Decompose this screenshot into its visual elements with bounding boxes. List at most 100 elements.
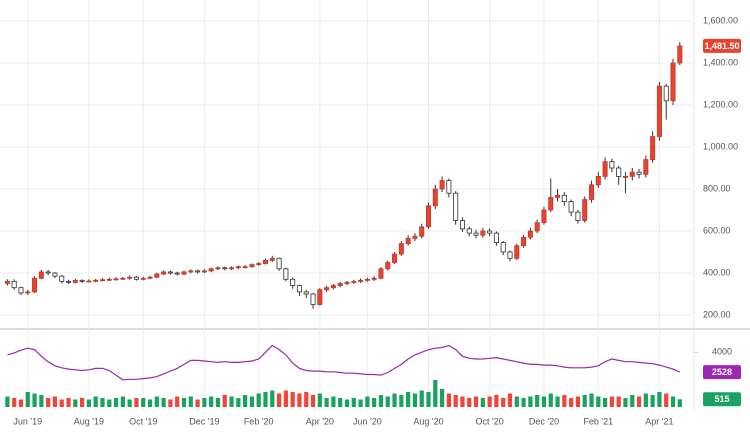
y-tick-label: 400.00 xyxy=(703,267,731,277)
volume-bar xyxy=(501,398,506,407)
volume-bar xyxy=(175,396,180,407)
volume-bar xyxy=(528,396,533,407)
volume-bar xyxy=(39,395,44,407)
volume-bar xyxy=(351,398,356,407)
volume-bar xyxy=(331,396,336,407)
candle-body xyxy=(432,188,438,207)
volume-bar xyxy=(243,395,248,407)
volume-bar xyxy=(215,398,221,407)
volume-bar xyxy=(372,398,377,407)
volume-bar xyxy=(46,398,51,407)
volume-bar xyxy=(487,396,492,407)
volume-bar xyxy=(596,396,601,407)
candle-body xyxy=(242,266,248,269)
volume-bar xyxy=(392,393,397,407)
candle-body xyxy=(643,159,649,175)
volume-bar xyxy=(147,399,153,407)
volume-bar xyxy=(602,398,608,407)
candle-body xyxy=(480,230,486,236)
volume-bar xyxy=(222,395,227,407)
candle-body xyxy=(589,184,595,200)
candle-body xyxy=(514,245,520,259)
volume-bar xyxy=(304,392,309,407)
volume-bar xyxy=(100,398,105,407)
x-tick-label: Aug '20 xyxy=(413,416,443,426)
candle-body xyxy=(446,180,452,194)
candle-body xyxy=(656,85,662,137)
volume-bar xyxy=(521,398,526,407)
y-tick-label: 600.00 xyxy=(703,225,731,235)
volume-bar xyxy=(446,393,451,407)
x-tick-label: Apr '20 xyxy=(306,416,334,426)
candle-body xyxy=(521,236,527,247)
x-tick-label: Feb '21 xyxy=(583,416,613,426)
volume-bar xyxy=(12,398,17,407)
candle-body xyxy=(208,268,214,272)
volume-bar xyxy=(657,392,662,407)
volume-bar xyxy=(317,393,322,407)
candle-body xyxy=(249,264,255,268)
candle-body xyxy=(398,243,404,255)
candle-body xyxy=(555,194,561,198)
y-tick-label: 1,600.00 xyxy=(703,15,738,25)
volume-bar xyxy=(589,393,594,407)
volume-bar xyxy=(664,393,669,407)
candle-body xyxy=(66,280,72,283)
volume-bar xyxy=(25,392,30,407)
volume-bar xyxy=(249,396,255,407)
volume-bar xyxy=(107,399,112,407)
volume-bar xyxy=(127,399,132,407)
x-tick-label: Feb '20 xyxy=(244,416,274,426)
volume-bar xyxy=(324,398,329,407)
volume-bar xyxy=(616,396,621,407)
candle-body xyxy=(364,278,370,281)
volume-bar xyxy=(650,395,655,407)
volume-bar xyxy=(86,399,92,407)
candle-body xyxy=(358,279,364,282)
volume-bar xyxy=(439,389,445,407)
candle-body xyxy=(86,280,92,283)
volume-bar xyxy=(453,395,458,407)
volume-bar xyxy=(66,398,71,407)
x-tick-label: Apr '21 xyxy=(645,416,673,426)
last-indicator-label: 2528 xyxy=(712,367,732,377)
candle-body xyxy=(324,287,330,291)
volume-bar xyxy=(80,398,85,407)
volume-bar xyxy=(195,399,200,407)
volume-bar xyxy=(209,396,214,407)
candle-body xyxy=(11,280,17,289)
candle-body xyxy=(317,289,323,305)
candle-body xyxy=(548,196,554,211)
candle-body xyxy=(120,277,126,280)
candle-body xyxy=(4,280,10,284)
candle-body xyxy=(276,257,282,270)
volume-bar xyxy=(460,396,465,407)
volume-bar xyxy=(385,396,390,407)
candle-body xyxy=(534,222,540,232)
volume-bar xyxy=(161,398,166,407)
volume-bar xyxy=(514,396,519,407)
candle-body xyxy=(310,293,316,305)
indicator-tick-label: 4000 xyxy=(712,347,732,357)
candle-body xyxy=(466,228,472,234)
volume-bar xyxy=(154,396,159,407)
candle-body xyxy=(188,270,194,273)
candle-body xyxy=(344,282,350,284)
volume-bar xyxy=(569,398,574,407)
volume-bar xyxy=(406,392,411,407)
candle-body xyxy=(439,180,445,190)
candle-body xyxy=(52,272,58,277)
candle-body xyxy=(385,262,391,270)
candle-body xyxy=(256,263,262,265)
candle-body xyxy=(561,194,567,203)
volume-bar xyxy=(467,398,472,407)
volume-bar xyxy=(276,393,282,407)
candle-body xyxy=(575,211,581,221)
volume-bar xyxy=(134,398,139,407)
volume-bar xyxy=(283,390,288,407)
last-price-label: 1,481.50 xyxy=(704,41,739,51)
volume-bar xyxy=(582,395,587,407)
candle-body xyxy=(127,276,133,279)
volume-bar xyxy=(365,396,370,407)
